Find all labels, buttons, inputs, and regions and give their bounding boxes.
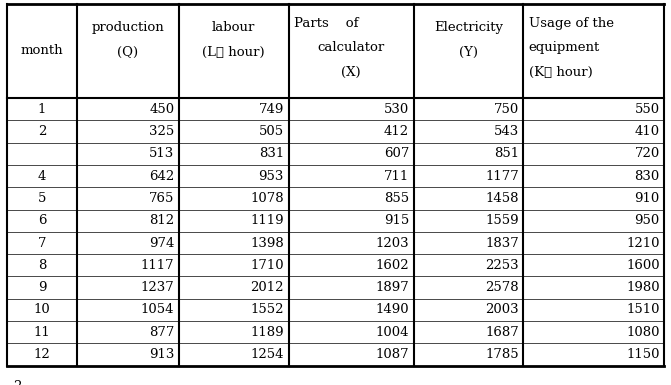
Text: 5: 5 <box>38 192 46 205</box>
Text: 513: 513 <box>149 147 174 160</box>
Text: 711: 711 <box>384 169 409 182</box>
Text: 1119: 1119 <box>250 214 284 227</box>
Text: 1087: 1087 <box>376 348 409 361</box>
Text: 1510: 1510 <box>626 303 660 316</box>
Text: 749: 749 <box>258 103 284 115</box>
Text: 8: 8 <box>38 259 46 272</box>
Text: 1210: 1210 <box>626 236 660 249</box>
Text: 830: 830 <box>635 169 660 182</box>
Text: 720: 720 <box>635 147 660 160</box>
Text: 812: 812 <box>149 214 174 227</box>
Text: 1600: 1600 <box>626 259 660 272</box>
Text: (L： hour): (L： hour) <box>203 46 265 59</box>
Text: 450: 450 <box>149 103 174 115</box>
Text: 1710: 1710 <box>250 259 284 272</box>
Text: 1785: 1785 <box>485 348 519 361</box>
Text: 6: 6 <box>38 214 46 227</box>
Text: 2578: 2578 <box>485 281 519 294</box>
Text: 910: 910 <box>635 192 660 205</box>
Text: 1980: 1980 <box>626 281 660 294</box>
Text: 10: 10 <box>34 303 50 316</box>
Text: 1602: 1602 <box>376 259 409 272</box>
Text: 1117: 1117 <box>141 259 174 272</box>
Text: 950: 950 <box>635 214 660 227</box>
Text: 543: 543 <box>494 125 519 138</box>
Text: 974: 974 <box>149 236 174 249</box>
Text: 1: 1 <box>38 103 46 115</box>
Text: 1004: 1004 <box>376 326 409 339</box>
Text: 1897: 1897 <box>376 281 409 294</box>
Text: calculator: calculator <box>317 41 384 54</box>
Text: 1398: 1398 <box>250 236 284 249</box>
Text: 325: 325 <box>149 125 174 138</box>
Text: 2253: 2253 <box>485 259 519 272</box>
Text: 1687: 1687 <box>485 326 519 339</box>
Text: 1078: 1078 <box>250 192 284 205</box>
Text: 2: 2 <box>38 125 46 138</box>
Text: production: production <box>92 21 164 34</box>
Text: 9: 9 <box>38 281 46 294</box>
Text: 2012: 2012 <box>250 281 284 294</box>
Text: 1054: 1054 <box>141 303 174 316</box>
Text: Parts    of: Parts of <box>294 17 358 30</box>
Text: 1559: 1559 <box>485 214 519 227</box>
Text: 642: 642 <box>149 169 174 182</box>
Text: 765: 765 <box>149 192 174 205</box>
Text: Electricity: Electricity <box>434 21 503 34</box>
Text: 7: 7 <box>38 236 46 249</box>
Text: 750: 750 <box>494 103 519 115</box>
Text: 1177: 1177 <box>485 169 519 182</box>
Text: labour: labour <box>212 21 256 34</box>
Text: 953: 953 <box>258 169 284 182</box>
Text: 831: 831 <box>259 147 284 160</box>
Text: 1150: 1150 <box>626 348 660 361</box>
Text: 505: 505 <box>259 125 284 138</box>
Text: (X): (X) <box>342 66 361 79</box>
Text: 2.: 2. <box>13 380 26 385</box>
Text: 855: 855 <box>384 192 409 205</box>
Text: 11: 11 <box>34 326 50 339</box>
Text: month: month <box>21 44 63 57</box>
Text: 913: 913 <box>149 348 174 361</box>
Text: 410: 410 <box>635 125 660 138</box>
Text: 1490: 1490 <box>376 303 409 316</box>
Text: (K： hour): (K： hour) <box>529 66 592 79</box>
Text: 1254: 1254 <box>250 348 284 361</box>
Text: 412: 412 <box>384 125 409 138</box>
Text: (Q): (Q) <box>117 46 139 59</box>
Text: 530: 530 <box>384 103 409 115</box>
Text: 1080: 1080 <box>626 326 660 339</box>
Text: (Y): (Y) <box>459 46 478 59</box>
Text: 1458: 1458 <box>485 192 519 205</box>
Text: 607: 607 <box>384 147 409 160</box>
Text: 1189: 1189 <box>250 326 284 339</box>
Text: Usage of the: Usage of the <box>529 17 614 30</box>
Text: 877: 877 <box>149 326 174 339</box>
Text: 1837: 1837 <box>485 236 519 249</box>
Text: 550: 550 <box>635 103 660 115</box>
Text: 851: 851 <box>494 147 519 160</box>
Text: 915: 915 <box>384 214 409 227</box>
Text: 2003: 2003 <box>485 303 519 316</box>
Text: 4: 4 <box>38 169 46 182</box>
Text: 1237: 1237 <box>141 281 174 294</box>
Text: equipment: equipment <box>529 41 600 54</box>
Text: 12: 12 <box>34 348 50 361</box>
Text: 1552: 1552 <box>250 303 284 316</box>
Text: 1203: 1203 <box>376 236 409 249</box>
